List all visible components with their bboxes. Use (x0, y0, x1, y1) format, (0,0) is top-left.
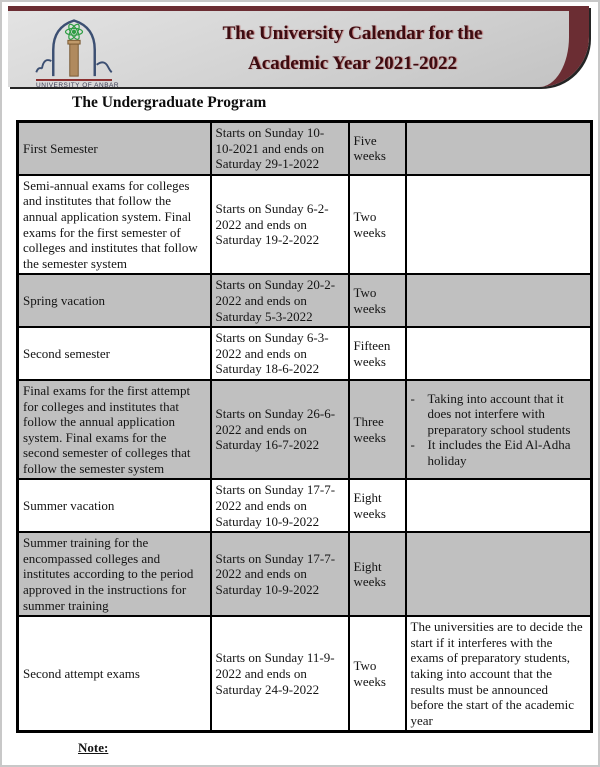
university-logo: UNIVERSITY OF ANBAR (8, 9, 140, 89)
dates-cell: Starts on Sunday 26-6-2022 and ends on S… (209, 378, 350, 481)
title-line-2: Academic Year 2021-2022 (248, 53, 457, 74)
notes-cell (404, 173, 593, 276)
note-bullet: - It includes the Eid Al-Adha holiday (410, 437, 571, 469)
section-title: The Undergraduate Program (72, 94, 267, 111)
dash-marker: - (78, 763, 85, 765)
table-row: Second semester Starts on Sunday 6-3-202… (16, 326, 593, 381)
event-cell: Semi-annual exams for colleges and insti… (16, 173, 212, 276)
duration-cell: Three weeks (347, 378, 407, 481)
notes-cell (404, 531, 593, 618)
notes-cell: The universities are to decide the start… (404, 615, 593, 733)
table-row: Second attempt exams Starts on Sunday 11… (16, 615, 593, 733)
table-row: Summer vacation Starts on Sunday 17-7-20… (16, 478, 593, 534)
table-row: Final exams for the first attempt for co… (16, 378, 593, 481)
dates-cell: Starts on Sunday 6-3-2022 and ends on Sa… (209, 326, 350, 381)
dash-marker: - (410, 390, 415, 406)
table-row: Summer training for the encompassed coll… (16, 531, 593, 618)
university-emblem-icon (35, 19, 113, 77)
event-cell: Summer vacation (16, 478, 212, 534)
duration-cell: Two weeks (347, 173, 407, 276)
notes-cell (404, 273, 593, 329)
dates-cell: Starts on Sunday 11-9-2022 and ends on S… (209, 615, 350, 733)
note-bullet: - Taking into account that it does not in… (410, 390, 571, 437)
dates-cell: Starts on Sunday 17-7-2022 and ends on S… (209, 531, 350, 618)
notes-cell: - Taking into account that it does not in… (404, 378, 593, 481)
note-section: Note: -For first-year students, the shor… (78, 740, 558, 765)
event-cell: Summer training for the encompassed coll… (16, 531, 212, 618)
event-cell: Spring vacation (16, 273, 212, 329)
duration-cell: Five weeks (347, 120, 407, 176)
table-row: Spring vacation Starts on Sunday 20-2-20… (16, 273, 593, 329)
dash-marker: - (410, 437, 415, 453)
dates-cell: Starts on Sunday 6-2-2022 and ends on Sa… (209, 173, 350, 276)
dates-cell: Starts on Sunday 10-10-2021 and ends on … (209, 120, 350, 176)
calendar-table: First Semester Starts on Sunday 10-10-20… (16, 120, 593, 734)
page-title: The University Calendar for the Academic… (140, 19, 569, 80)
table-row: Semi-annual exams for colleges and insti… (16, 173, 593, 276)
title-line-1: The University Calendar for the (222, 22, 483, 44)
table-row: First Semester Starts on Sunday 10-10-20… (16, 120, 593, 176)
event-cell: First Semester (16, 120, 212, 176)
note-label: Note: (78, 740, 109, 756)
event-cell: Second semester (16, 326, 212, 381)
notes-cell (404, 326, 593, 381)
notes-cell (404, 120, 593, 176)
duration-cell: Eight weeks (347, 478, 407, 534)
notes-cell (404, 478, 593, 534)
duration-cell: Eight weeks (347, 531, 407, 618)
page-header: UNIVERSITY OF ANBAR The University Calen… (8, 6, 589, 89)
duration-cell: Two weeks (347, 273, 407, 329)
duration-cell: Two weeks (347, 615, 407, 733)
dates-cell: Starts on Sunday 20-2-2022 and ends on S… (209, 273, 350, 329)
dates-cell: Starts on Sunday 17-7-2022 and ends on S… (209, 478, 350, 534)
note-item: -For first-year students, the shortfall … (78, 763, 558, 765)
duration-cell: Fifteen weeks (347, 326, 407, 381)
event-cell: Second attempt exams (16, 615, 212, 733)
logo-caption: UNIVERSITY OF ANBAR (36, 79, 119, 89)
event-cell: Final exams for the first attempt for co… (16, 378, 212, 481)
